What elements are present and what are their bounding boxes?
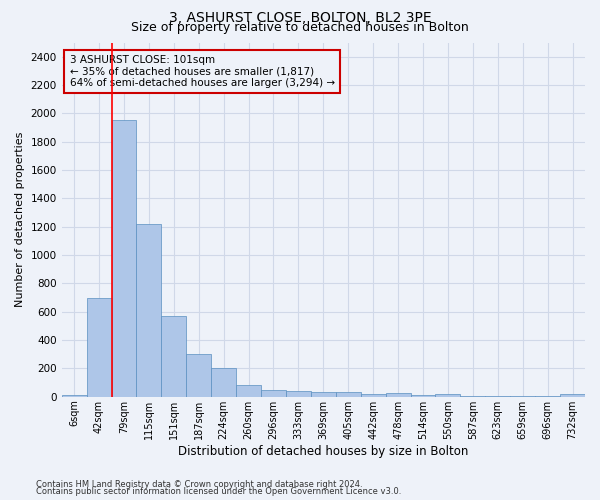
X-axis label: Distribution of detached houses by size in Bolton: Distribution of detached houses by size … <box>178 444 469 458</box>
Bar <box>112 120 136 397</box>
Bar <box>286 392 311 397</box>
Bar <box>86 298 112 397</box>
Y-axis label: Number of detached properties: Number of detached properties <box>15 132 25 308</box>
Bar <box>211 368 236 397</box>
Bar <box>62 394 86 397</box>
Text: Contains HM Land Registry data © Crown copyright and database right 2024.: Contains HM Land Registry data © Crown c… <box>36 480 362 489</box>
Bar <box>436 394 460 397</box>
Bar <box>311 392 336 397</box>
Bar <box>510 396 535 397</box>
Bar <box>560 394 585 397</box>
Bar <box>136 224 161 397</box>
Text: Contains public sector information licensed under the Open Government Licence v3: Contains public sector information licen… <box>36 487 401 496</box>
Bar <box>236 384 261 397</box>
Text: 3, ASHURST CLOSE, BOLTON, BL2 3PE: 3, ASHURST CLOSE, BOLTON, BL2 3PE <box>169 11 431 25</box>
Bar <box>386 393 410 397</box>
Text: Size of property relative to detached houses in Bolton: Size of property relative to detached ho… <box>131 21 469 34</box>
Bar <box>485 396 510 397</box>
Bar <box>261 390 286 397</box>
Bar <box>186 354 211 397</box>
Bar <box>361 394 386 397</box>
Bar <box>460 396 485 397</box>
Bar <box>535 396 560 397</box>
Text: 3 ASHURST CLOSE: 101sqm
← 35% of detached houses are smaller (1,817)
64% of semi: 3 ASHURST CLOSE: 101sqm ← 35% of detache… <box>70 55 335 88</box>
Bar <box>410 394 436 397</box>
Bar <box>336 392 361 397</box>
Bar <box>161 316 186 397</box>
